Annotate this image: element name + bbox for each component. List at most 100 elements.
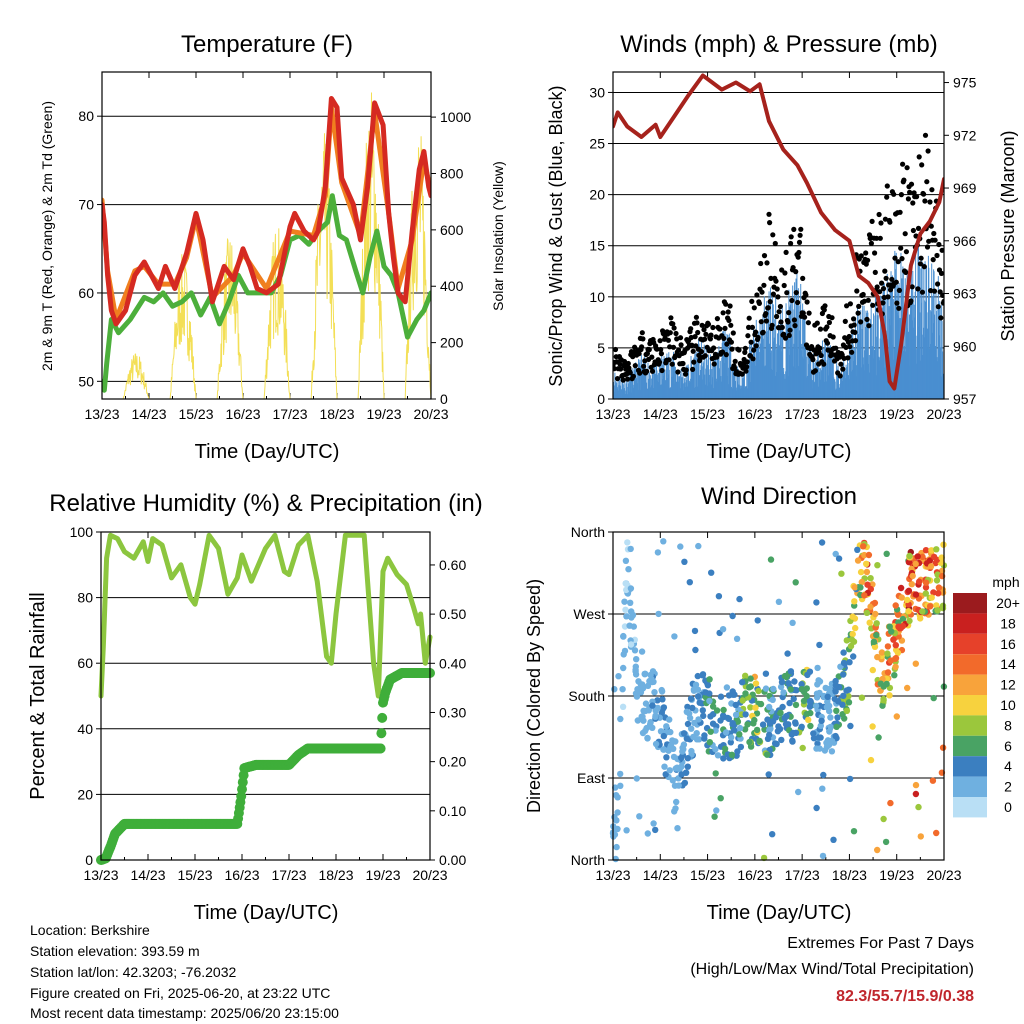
direction-point (723, 684, 731, 691)
gust-point (928, 288, 934, 294)
direction-xlabel: Time (Day/UTC) (707, 902, 852, 924)
direction-point (700, 712, 707, 720)
winds-plot-area: 0 5 10 15 20 25 30 13/23 14/23 15/23 16/23 17/23 18/… (589, 71, 977, 422)
direction-point (789, 619, 796, 626)
gust-point (788, 240, 794, 247)
direction-point (717, 717, 724, 724)
direction-point (891, 672, 898, 679)
solar-series-day (216, 238, 244, 399)
direction-point (857, 568, 865, 576)
direction-point (912, 790, 920, 798)
recent-timestamp: Most recent data timestamp: 2025/06/20 2… (30, 1005, 339, 1021)
gust-point (877, 289, 883, 295)
direction-point (845, 686, 852, 693)
gust-point (774, 286, 780, 292)
direction-point (636, 813, 643, 820)
direction-point (681, 779, 689, 787)
gust-point (744, 359, 750, 365)
direction-point (799, 744, 806, 752)
gust-point (784, 290, 790, 296)
gust-point (838, 361, 844, 367)
direction-point (706, 739, 713, 746)
gust-point (879, 280, 885, 286)
gust-point (872, 250, 878, 256)
gust-point (703, 331, 709, 337)
gust-point (922, 198, 928, 204)
gust-point (778, 319, 784, 325)
gust-point (936, 241, 942, 248)
rainfall-point (375, 743, 386, 754)
direction-point (827, 714, 834, 721)
gust-point (756, 300, 763, 306)
gust-point (786, 332, 792, 338)
direction-point (850, 653, 857, 660)
y-tick-label: 50 (78, 373, 94, 389)
gust-point (625, 360, 631, 367)
direction-point (765, 703, 773, 711)
direction-point (692, 646, 699, 654)
y2-tick-label: 0.60 (439, 557, 466, 573)
gust-point (897, 209, 903, 215)
gust-point (630, 373, 637, 379)
direction-point (736, 595, 743, 603)
direction-point (732, 701, 739, 709)
legend-swatch (953, 613, 987, 634)
winds-title: Winds (mph) & Pressure (mb) (620, 31, 937, 58)
legend-swatch (953, 756, 987, 777)
humidity-xlabel: Time (Day/UTC) (194, 902, 339, 924)
gust-point (869, 218, 875, 224)
direction-point (709, 720, 717, 727)
x-tick-label: 15/23 (690, 406, 725, 422)
gust-point (882, 268, 888, 274)
direction-point (734, 748, 741, 755)
direction-point (701, 732, 708, 739)
direction-point (622, 557, 630, 564)
direction-point (928, 594, 935, 601)
y-tick-label: 30 (589, 84, 605, 100)
gust-point (781, 331, 787, 337)
direction-point (832, 732, 839, 740)
gust-point (711, 361, 717, 367)
y-tick-label: 0 (85, 852, 93, 868)
direction-point (688, 747, 695, 755)
gust-point (826, 319, 833, 326)
y-tick-label: North (571, 852, 605, 868)
direction-point (742, 672, 749, 679)
gust-point (746, 315, 752, 321)
y2-tick-label: 400 (440, 278, 464, 294)
direction-point (803, 710, 810, 718)
gust-point (934, 252, 940, 259)
direction-point (897, 584, 905, 592)
direction-point (650, 678, 657, 685)
y-tick-label: 60 (77, 655, 93, 671)
direction-point (805, 716, 812, 723)
y-tick-label: 70 (78, 197, 94, 213)
direction-point (713, 707, 721, 714)
legend-swatch (953, 715, 987, 736)
gust-point (929, 187, 935, 193)
direction-point (819, 852, 827, 860)
direction-point (872, 610, 879, 618)
solar-series-day (169, 254, 197, 399)
gust-point (723, 352, 729, 358)
gust-point (720, 310, 726, 316)
gust-point (783, 249, 789, 255)
gust-point (938, 270, 944, 276)
gust-point (782, 270, 788, 276)
direction-point (871, 643, 879, 650)
direction-point (665, 747, 672, 754)
direction-point (671, 808, 678, 815)
legend-label: 0 (1004, 799, 1012, 815)
gust-point (858, 253, 864, 259)
direction-point (680, 746, 687, 753)
x-tick-label: 15/23 (690, 867, 725, 883)
direction-point (669, 777, 676, 784)
direction-point (867, 756, 875, 764)
direction-point (746, 738, 753, 746)
direction-point (867, 603, 874, 610)
gust-point (793, 269, 799, 275)
direction-point (619, 686, 626, 693)
gust-point (887, 287, 894, 293)
gust-point (732, 365, 738, 371)
